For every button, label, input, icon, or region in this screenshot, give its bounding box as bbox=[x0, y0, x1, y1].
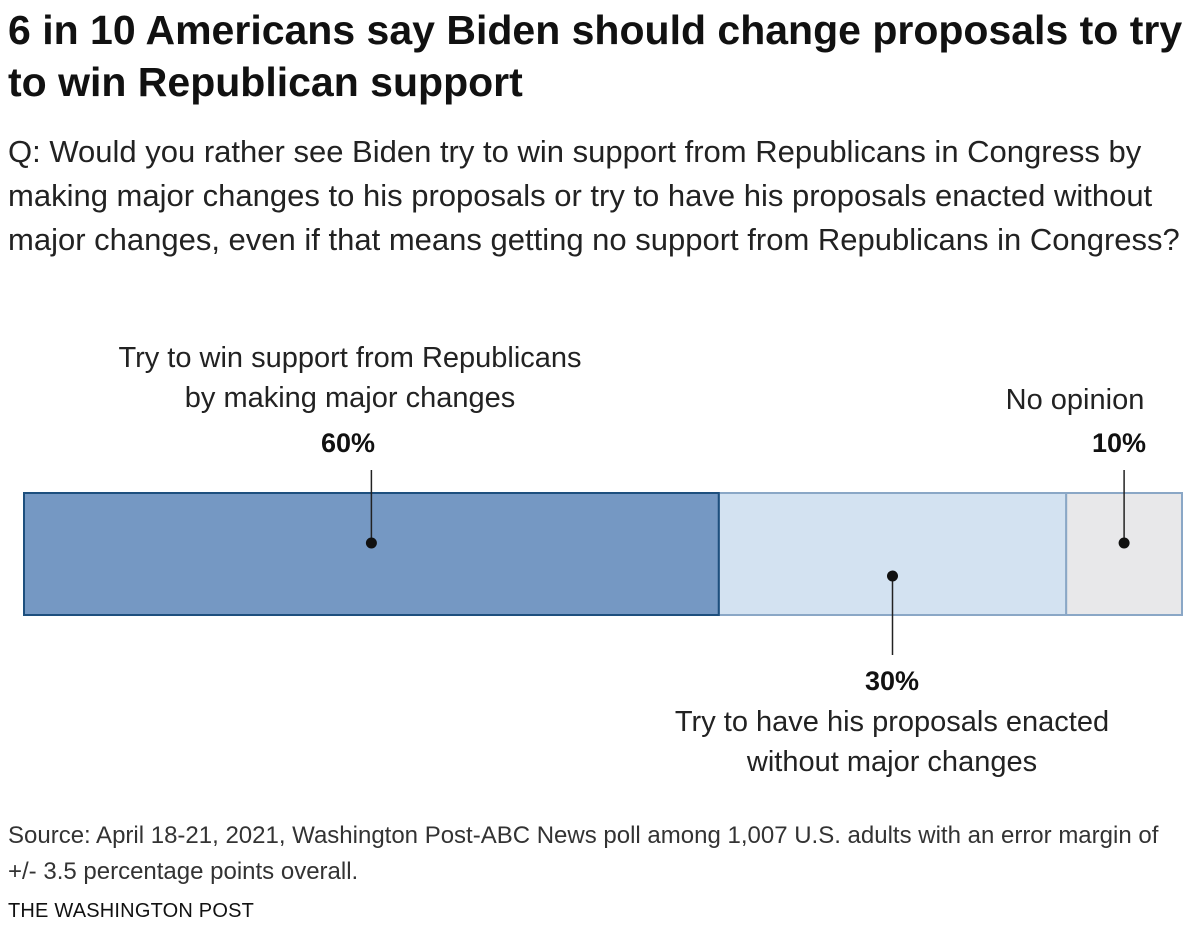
seg-win-republican-support-dot bbox=[365, 537, 377, 549]
seg2-value-label: 30% bbox=[864, 666, 920, 696]
chart-title: 6 in 10 Americans say Biden should chang… bbox=[8, 7, 1183, 105]
seg2-label-line2: without major changes bbox=[746, 746, 1038, 778]
publisher-credit: THE WASHINGTON POST bbox=[8, 900, 255, 922]
seg3-value-label: 10% bbox=[1091, 428, 1147, 458]
survey-question: Q: Would you rather see Biden try to win… bbox=[8, 134, 1180, 257]
seg2-label-line1: Try to have his proposals enacted bbox=[674, 706, 1110, 738]
seg1-value-label: 60% bbox=[320, 428, 376, 458]
seg2-label: Try to have his proposals enacted withou… bbox=[592, 702, 1192, 782]
seg-no-opinion-dot bbox=[1118, 537, 1130, 549]
seg1-label-line2: by making major changes bbox=[184, 382, 516, 414]
stacked-bar-chart bbox=[23, 470, 1183, 655]
seg1-label-line1: Try to win support from Republicans bbox=[118, 342, 582, 374]
seg1-label: Try to win support from Republicans by m… bbox=[40, 338, 660, 418]
seg3-label: No opinion bbox=[1005, 384, 1145, 416]
seg-enact-without-changes-dot bbox=[887, 570, 898, 582]
source-note: Source: April 18-21, 2021, Washington Po… bbox=[8, 822, 1159, 885]
